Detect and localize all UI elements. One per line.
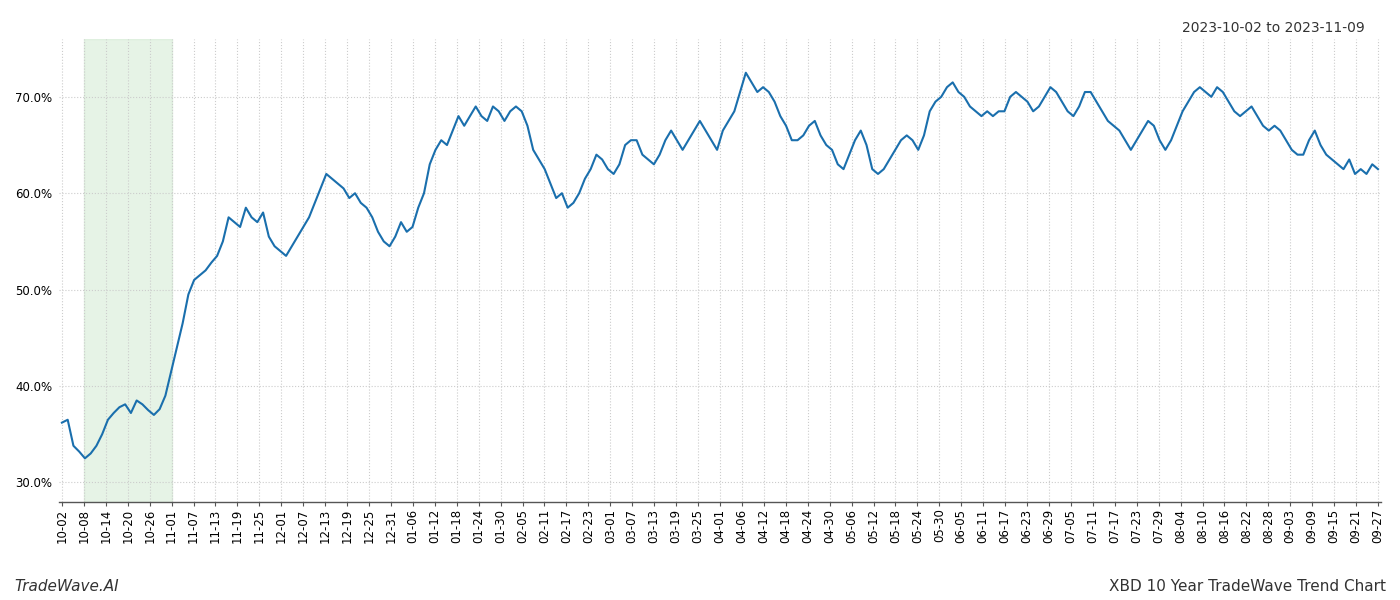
Text: 2023-10-02 to 2023-11-09: 2023-10-02 to 2023-11-09 (1182, 21, 1365, 35)
Bar (84, 39, 172, 502)
Text: XBD 10 Year TradeWave Trend Chart: XBD 10 Year TradeWave Trend Chart (1109, 579, 1386, 594)
Text: TradeWave.AI: TradeWave.AI (14, 579, 119, 594)
